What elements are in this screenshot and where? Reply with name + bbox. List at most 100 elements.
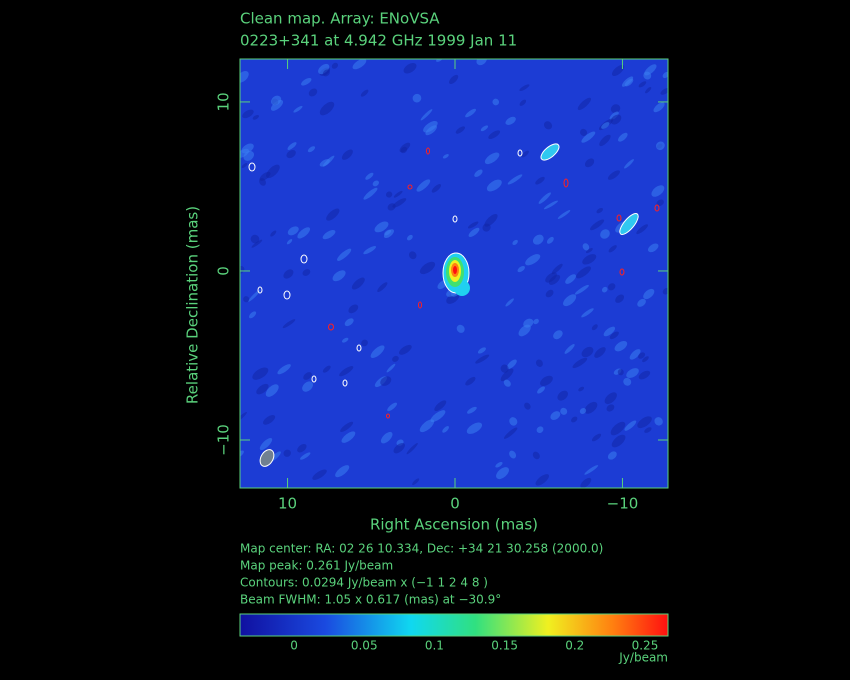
x-tick-label: 10 — [278, 495, 297, 513]
noise — [519, 99, 527, 106]
y-axis-label: Relative Declination (mas) — [184, 206, 202, 404]
noise — [509, 417, 518, 426]
noise — [537, 386, 545, 394]
noise — [603, 326, 616, 337]
noise — [517, 265, 525, 273]
noise — [503, 427, 518, 439]
note: Map center: RA: 02 26 10.334, Dec: +34 2… — [240, 542, 603, 556]
noise — [344, 318, 354, 327]
noise — [297, 443, 307, 453]
noise — [302, 381, 314, 392]
noise — [610, 104, 621, 114]
y-tick-label: −10 — [215, 424, 233, 456]
noise — [532, 234, 544, 245]
noise — [535, 176, 545, 185]
noise — [348, 304, 359, 314]
noise — [252, 367, 269, 380]
noise — [626, 368, 639, 379]
noise — [545, 272, 557, 283]
noise — [637, 298, 646, 307]
noise — [614, 340, 628, 352]
noise — [629, 349, 641, 360]
noise — [259, 178, 266, 186]
noise — [523, 318, 534, 328]
noise — [571, 416, 578, 423]
noise — [449, 74, 459, 84]
noise — [577, 97, 592, 111]
noise — [287, 142, 297, 150]
noise — [535, 474, 549, 486]
noise — [467, 221, 479, 229]
noise — [557, 210, 571, 219]
noise — [406, 443, 418, 455]
noise — [492, 98, 500, 106]
noise — [578, 386, 585, 392]
noise — [322, 69, 330, 77]
noise — [576, 266, 591, 279]
noise — [308, 88, 318, 97]
noise — [335, 465, 350, 478]
noise — [468, 227, 480, 237]
noise — [387, 402, 398, 412]
note: Beam FWHM: 1.05 x 0.617 (mas) at −30.9° — [240, 593, 501, 607]
noise — [551, 263, 563, 275]
noise — [532, 451, 540, 460]
noise — [250, 234, 260, 244]
noise — [484, 213, 498, 227]
noise — [533, 318, 539, 325]
noise — [370, 345, 385, 359]
noise — [540, 375, 553, 387]
noise — [624, 420, 637, 431]
noise — [609, 331, 619, 340]
noise — [466, 422, 483, 434]
noise — [465, 376, 476, 386]
noise — [546, 236, 554, 244]
noise — [621, 76, 634, 87]
noise — [582, 254, 597, 265]
noise — [302, 269, 311, 276]
noise — [604, 392, 617, 405]
noise — [505, 116, 516, 126]
noise — [500, 368, 514, 382]
noise — [240, 411, 247, 424]
noise — [420, 109, 433, 121]
noise — [557, 390, 568, 401]
noise — [399, 142, 411, 153]
noise — [486, 179, 502, 192]
map-texture — [240, 59, 668, 488]
noise — [545, 289, 554, 298]
noise — [601, 122, 610, 129]
noise — [300, 452, 311, 460]
noise — [312, 469, 327, 480]
noise — [579, 407, 587, 414]
map-image — [240, 59, 668, 488]
noise — [582, 243, 590, 251]
noise — [365, 172, 374, 180]
noise — [521, 150, 529, 158]
colorbar-tick-label: 0.15 — [491, 639, 518, 653]
noise — [248, 289, 261, 302]
noise — [331, 62, 339, 69]
x-tick-label: 0 — [450, 495, 460, 513]
noise — [297, 227, 311, 239]
noise — [322, 229, 336, 240]
noise — [392, 198, 407, 208]
noise — [647, 243, 659, 253]
noise — [270, 99, 284, 111]
noise — [271, 95, 282, 106]
noise — [286, 150, 296, 159]
noise — [387, 203, 396, 211]
noise — [270, 230, 277, 237]
noise — [503, 379, 511, 387]
noise — [266, 164, 280, 179]
noise — [662, 72, 668, 79]
noise — [651, 185, 665, 197]
noise — [585, 248, 593, 254]
noise — [610, 421, 626, 436]
colorbar — [240, 614, 668, 636]
noise — [282, 319, 296, 329]
noise — [377, 282, 388, 292]
noise — [623, 377, 632, 386]
noise — [319, 101, 335, 116]
noise — [326, 208, 340, 221]
